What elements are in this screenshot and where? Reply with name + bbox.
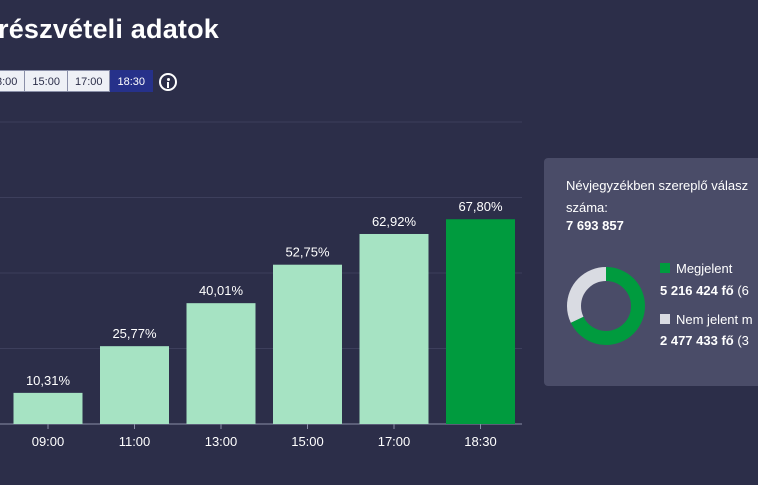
x-tick-label: 13:00 xyxy=(205,434,238,449)
summary-total: 7 693 857 xyxy=(566,218,624,233)
bar-17:00[interactable] xyxy=(359,233,429,424)
page-title: részvételi adatok xyxy=(0,14,220,44)
x-tick-label: 15:00 xyxy=(291,434,324,449)
bar-09:00[interactable] xyxy=(13,392,83,424)
tab-time-3[interactable]: 17:00 xyxy=(67,70,111,92)
turnout-bar-chart: 10,31% 09:00 25,77% 11:00 40,01% 13:00 52,75% 1… xyxy=(0,121,522,449)
bar-15:00[interactable] xyxy=(273,264,342,424)
bar-18:30[interactable] xyxy=(446,219,515,424)
summary-card: Névjegyzékben szereplő válasz száma: 7 6… xyxy=(544,158,758,386)
legend-count-absent: 2 477 433 fő xyxy=(660,333,734,348)
legend-item-absent: Nem jelent m xyxy=(660,312,753,327)
x-tick-label: 09:00 xyxy=(32,434,65,449)
bar-value-label: 62,92% xyxy=(372,214,417,229)
bar-13:00[interactable] xyxy=(186,303,256,424)
legend-swatch-present xyxy=(660,263,670,273)
bar-value-label: 67,80% xyxy=(458,199,503,214)
legend-label-present: Megjelent xyxy=(676,261,733,276)
bar-11:00[interactable] xyxy=(100,346,169,424)
legend-count-present: 5 216 424 fő xyxy=(660,283,734,298)
bar-value-label: 52,75% xyxy=(285,245,330,260)
tab-time-4[interactable]: 18:30 xyxy=(110,70,154,92)
bar-value-label: 40,01% xyxy=(199,283,244,298)
turnout-donut-chart xyxy=(567,267,645,345)
legend-pct-present: (6 xyxy=(737,283,749,298)
legend-item-present: Megjelent xyxy=(660,261,732,276)
x-tick-label: 18:30 xyxy=(464,434,497,449)
x-tick-label: 17:00 xyxy=(378,434,411,449)
x-tick-label: 11:00 xyxy=(119,434,151,449)
legend-swatch-absent xyxy=(660,314,670,324)
bar-value-label: 10,31% xyxy=(26,373,71,388)
legend-pct-absent: (3 xyxy=(737,333,749,348)
legend-label-absent: Nem jelent m xyxy=(676,312,753,327)
legend-value-absent: 2 477 433 fő (3 xyxy=(660,333,749,348)
bar-value-label: 25,77% xyxy=(112,326,157,341)
tab-time-1[interactable]: 3:00 xyxy=(0,70,26,92)
legend-value-present: 5 216 424 fő (6 xyxy=(660,283,749,298)
summary-title-line2: száma: xyxy=(566,200,608,215)
donut-slice-absent[interactable] xyxy=(567,267,645,345)
time-tabs: 3:00 15:00 17:00 18:30 xyxy=(0,70,154,92)
summary-title: Névjegyzékben szereplő válasz száma: xyxy=(566,175,758,219)
info-icon[interactable] xyxy=(159,73,177,91)
summary-title-line1: Névjegyzékben szereplő válasz xyxy=(566,178,749,193)
tab-time-2[interactable]: 15:00 xyxy=(25,70,68,92)
